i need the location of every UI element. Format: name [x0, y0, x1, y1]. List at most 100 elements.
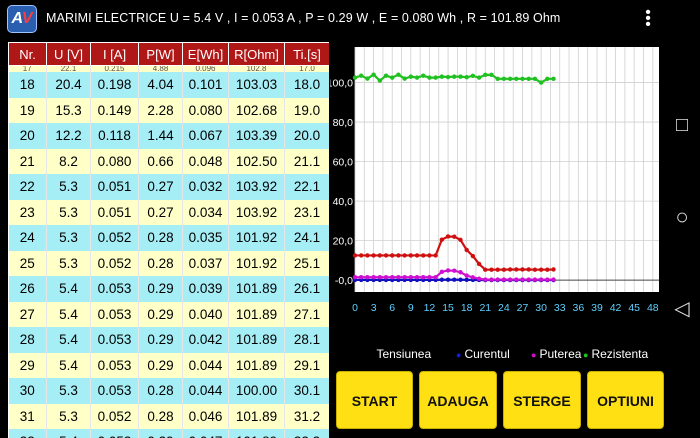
- logo-letter-v: V: [21, 10, 33, 27]
- data-point: [427, 253, 432, 258]
- table-row[interactable]: 26 5.4 0.053 0.29 0.039 101.89 26.1: [8, 276, 329, 302]
- data-point: [532, 277, 538, 282]
- table-cell: 0.052: [90, 250, 139, 276]
- data-point: [439, 277, 445, 282]
- x-tick-label: 21: [479, 302, 491, 314]
- data-point: [402, 76, 407, 81]
- y-tick-label: -0,0: [335, 275, 353, 287]
- data-point: [545, 267, 550, 272]
- table-row[interactable]: 22 5.3 0.051 0.27 0.032 103.92 22.1: [8, 174, 329, 200]
- x-tick-label: 48: [647, 302, 659, 314]
- table-cell: 27.1: [284, 301, 329, 327]
- table-cell: 0.051: [90, 199, 139, 225]
- data-point: [514, 277, 519, 282]
- table-row[interactable]: 27 5.4 0.053 0.29 0.040 101.89 27.1: [8, 301, 329, 327]
- table-row-partial[interactable]: 17 22.1 0.215 4.88 0.096 102.8 17.0: [8, 65, 329, 72]
- table-cell: 0.053: [90, 429, 139, 438]
- legend-label: Rezistenta: [591, 347, 649, 361]
- data-point: [365, 253, 370, 258]
- data-point: [495, 277, 500, 282]
- table-cell: 102.8: [228, 65, 285, 72]
- home-icon[interactable]: ○: [675, 204, 689, 229]
- table-cell: 0.067: [182, 123, 229, 149]
- data-point: [445, 277, 451, 282]
- x-tick-label: 6: [389, 302, 395, 314]
- table-cell: 2.28: [138, 97, 183, 123]
- data-point: [439, 269, 445, 275]
- table-row[interactable]: 28 5.4 0.053 0.29 0.042 101.89 28.1: [8, 327, 329, 353]
- y-tick-label: 80,0: [333, 117, 354, 129]
- table-row[interactable]: 29 5.4 0.053 0.29 0.044 101.89 29.1: [8, 352, 329, 378]
- table-cell: 32.2: [284, 429, 329, 438]
- table-cell: 29: [8, 352, 47, 378]
- table-cell: 0.149: [90, 97, 139, 123]
- table-cell: 0.28: [138, 225, 183, 251]
- table-cell: 0.27: [138, 199, 183, 225]
- data-point: [408, 253, 414, 258]
- legend-item: ● Tensiunea: [368, 347, 431, 361]
- android-navbar: □ ○ ◁: [664, 0, 700, 438]
- data-point: [551, 76, 556, 82]
- recent-apps-icon[interactable]: □: [675, 114, 689, 136]
- data-point: [408, 274, 414, 280]
- table-cell: 101.89: [228, 327, 285, 353]
- table-row[interactable]: 30 5.3 0.053 0.28 0.044 100.00 30.1: [8, 378, 329, 404]
- table-row[interactable]: 24 5.3 0.052 0.28 0.035 101.92 24.1: [8, 225, 329, 251]
- data-point: [470, 253, 476, 259]
- x-tick-label: 30: [535, 302, 547, 314]
- table-cell: 0.040: [182, 301, 229, 327]
- table-row[interactable]: 31 5.3 0.052 0.28 0.046 101.89 31.2: [8, 403, 329, 429]
- data-point: [390, 274, 395, 280]
- sterge-button[interactable]: STERGE: [503, 371, 581, 429]
- table-cell: 23: [8, 199, 47, 225]
- table-cell: 5.3: [46, 378, 91, 404]
- legend-dot-icon: ●: [456, 349, 462, 360]
- table-cell: 4.04: [138, 72, 183, 98]
- table-cell: 24.1: [284, 225, 329, 251]
- data-point: [414, 75, 420, 80]
- start-button[interactable]: START: [336, 371, 413, 429]
- data-point: [390, 75, 395, 80]
- data-point: [365, 76, 370, 81]
- table-row[interactable]: 25 5.3 0.052 0.28 0.037 101.92 25.1: [8, 250, 329, 276]
- table-cell: 32: [8, 429, 47, 438]
- data-point: [501, 267, 507, 272]
- table-cell: 0.044: [182, 352, 229, 378]
- overflow-menu-icon[interactable]: • • •: [645, 4, 651, 33]
- table-cell: 0.215: [90, 65, 139, 72]
- back-icon[interactable]: ◁: [674, 298, 690, 320]
- table-cell: 0.101: [182, 72, 229, 98]
- data-point: [470, 73, 476, 79]
- data-point: [452, 268, 457, 273]
- table-cell: 0.034: [182, 199, 229, 225]
- table-cell: 5.3: [46, 174, 91, 200]
- data-point: [445, 268, 451, 273]
- data-point: [483, 277, 488, 282]
- data-point: [427, 75, 432, 80]
- data-point: [383, 274, 389, 280]
- table-cell: 0.29: [138, 276, 183, 302]
- table-row[interactable]: 18 20.4 0.198 4.04 0.101 103.03 18.0: [8, 72, 329, 98]
- table-cell: 0.032: [182, 174, 229, 200]
- data-point: [551, 267, 556, 272]
- data-point: [396, 274, 401, 280]
- adauga-button[interactable]: ADAUGA: [419, 371, 497, 429]
- optiuni-button[interactable]: OPTIUNI: [587, 371, 664, 429]
- table-row[interactable]: 20 12.2 0.118 1.44 0.067 103.39 20.0: [8, 123, 329, 149]
- table-row[interactable]: 19 15.3 0.149 2.28 0.080 102.68 19.0: [8, 97, 329, 123]
- data-point: [545, 76, 550, 82]
- x-tick-label: 42: [610, 302, 622, 314]
- measurements-table[interactable]: Nr. U [V] I [A] P[W] E[Wh] R[Ohm] Ti.[s] 17 22.…: [8, 42, 329, 438]
- x-tick-label: 9: [408, 302, 414, 314]
- table-row[interactable]: 23 5.3 0.051 0.27 0.034 103.92 23.1: [8, 199, 329, 225]
- data-point: [489, 277, 494, 282]
- table-row[interactable]: 21 8.2 0.080 0.66 0.048 102.50 21.1: [8, 148, 329, 174]
- table-cell: 21.1: [284, 148, 329, 174]
- app-logo: AV: [7, 5, 37, 33]
- data-point: [458, 74, 463, 79]
- table-cell: 22.1: [284, 174, 329, 200]
- table-cell: 0.28: [138, 378, 183, 404]
- column-header: E[Wh]: [182, 42, 229, 66]
- table-cell: 18: [8, 72, 47, 98]
